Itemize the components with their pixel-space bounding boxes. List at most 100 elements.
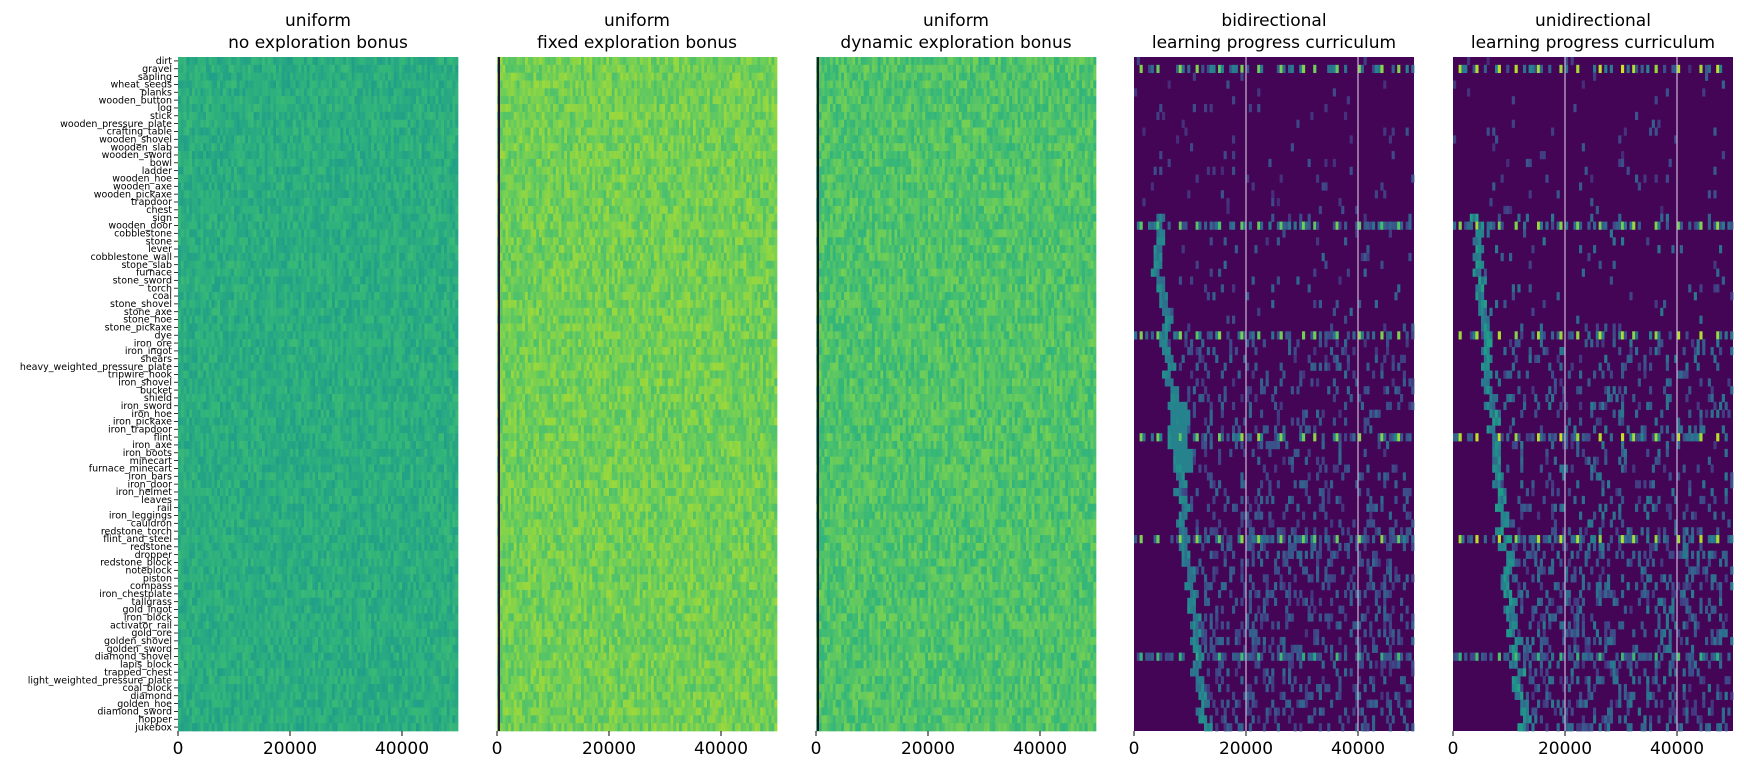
heatmap-cell [189,269,192,277]
heatmap-cell [433,128,436,136]
heatmap-cell [335,245,338,253]
heatmap-cell [438,167,441,175]
heatmap-cell [189,331,192,339]
heatmap-cell [324,237,327,245]
heatmap-cell [332,182,335,190]
heatmap-cell [259,135,262,143]
heatmap-cell [223,214,226,222]
heatmap-cell [444,425,447,433]
heatmap-cell [321,245,324,253]
heatmap-cell [318,159,321,167]
heatmap-cell [248,237,251,245]
heatmap-cell [413,284,416,292]
heatmap-cell [265,135,268,143]
heatmap-cell [214,104,217,112]
heatmap-cell [184,96,187,104]
heatmap-cell [394,370,397,378]
heatmap-cell [436,363,439,371]
heatmap-cell [321,378,324,386]
heatmap-cell [380,331,383,339]
heatmap-cell [290,425,293,433]
heatmap-cell [217,292,220,300]
heatmap-cell [209,112,212,120]
heatmap-cell [357,81,360,89]
heatmap-cell [203,253,206,261]
heatmap-cell [198,206,201,214]
heatmap-cell [304,394,307,402]
heatmap-cell [455,245,458,253]
heatmap-cell [438,308,441,316]
heatmap-cell [354,229,357,237]
heatmap-cell [402,276,405,284]
heatmap-cell [312,182,315,190]
heatmap-cell [349,308,352,316]
heatmap-cell [413,386,416,394]
heatmap-cell [298,206,301,214]
heatmap-cell [270,222,273,230]
heatmap-cell [385,229,388,237]
heatmap-cell [268,253,271,261]
heatmap-cell [388,331,391,339]
heatmap-cell [192,253,195,261]
heatmap-cell [189,276,192,284]
heatmap-cell [332,370,335,378]
heatmap-cell [427,410,430,418]
heatmap-cell [399,308,402,316]
heatmap-cell [301,190,304,198]
heatmap-cell [273,88,276,96]
heatmap-cell [206,308,209,316]
heatmap-cell [212,81,215,89]
heatmap-cell [360,104,363,112]
heatmap-cell [405,112,408,120]
heatmap-cell [321,323,324,331]
heatmap-cell [184,323,187,331]
heatmap-cell [301,410,304,418]
heatmap-cell [455,269,458,277]
heatmap-cell [438,190,441,198]
heatmap-cell [234,175,237,183]
heatmap-cell [444,292,447,300]
heatmap-cell [304,418,307,426]
heatmap-cell [436,229,439,237]
heatmap-cell [268,151,271,159]
heatmap-cell [248,433,251,441]
heatmap-cell [226,300,229,308]
heatmap-cell [217,96,220,104]
heatmap-cell [427,151,430,159]
heatmap-cell [324,151,327,159]
heatmap-cell [287,402,290,410]
heatmap-cell [343,198,346,206]
heatmap-cell [324,276,327,284]
heatmap-cell [276,81,279,89]
heatmap-cell [273,206,276,214]
heatmap-cell [248,206,251,214]
heatmap-cell [396,229,399,237]
heatmap-cell [329,96,332,104]
heatmap-cell [329,363,332,371]
heatmap-cell [366,175,369,183]
heatmap-cell [408,253,411,261]
heatmap-cell [357,175,360,183]
heatmap-cell [245,292,248,300]
heatmap-cell [248,182,251,190]
heatmap-cell [217,418,220,426]
heatmap-cell [301,308,304,316]
heatmap-cell [242,190,245,198]
heatmap-cell [335,402,338,410]
heatmap-cell [352,316,355,324]
heatmap-cell [248,347,251,355]
heatmap-cell [276,159,279,167]
heatmap-cell [374,135,377,143]
heatmap-cell [402,347,405,355]
heatmap-cell [450,175,453,183]
heatmap-cell [192,120,195,128]
heatmap-cell [284,269,287,277]
heatmap-cell [256,410,259,418]
heatmap-cell [408,65,411,73]
heatmap-cell [293,331,296,339]
heatmap-cell [181,331,184,339]
heatmap-cell [301,65,304,73]
heatmap-cell [354,269,357,277]
heatmap-cell [374,316,377,324]
heatmap-cell [430,182,433,190]
